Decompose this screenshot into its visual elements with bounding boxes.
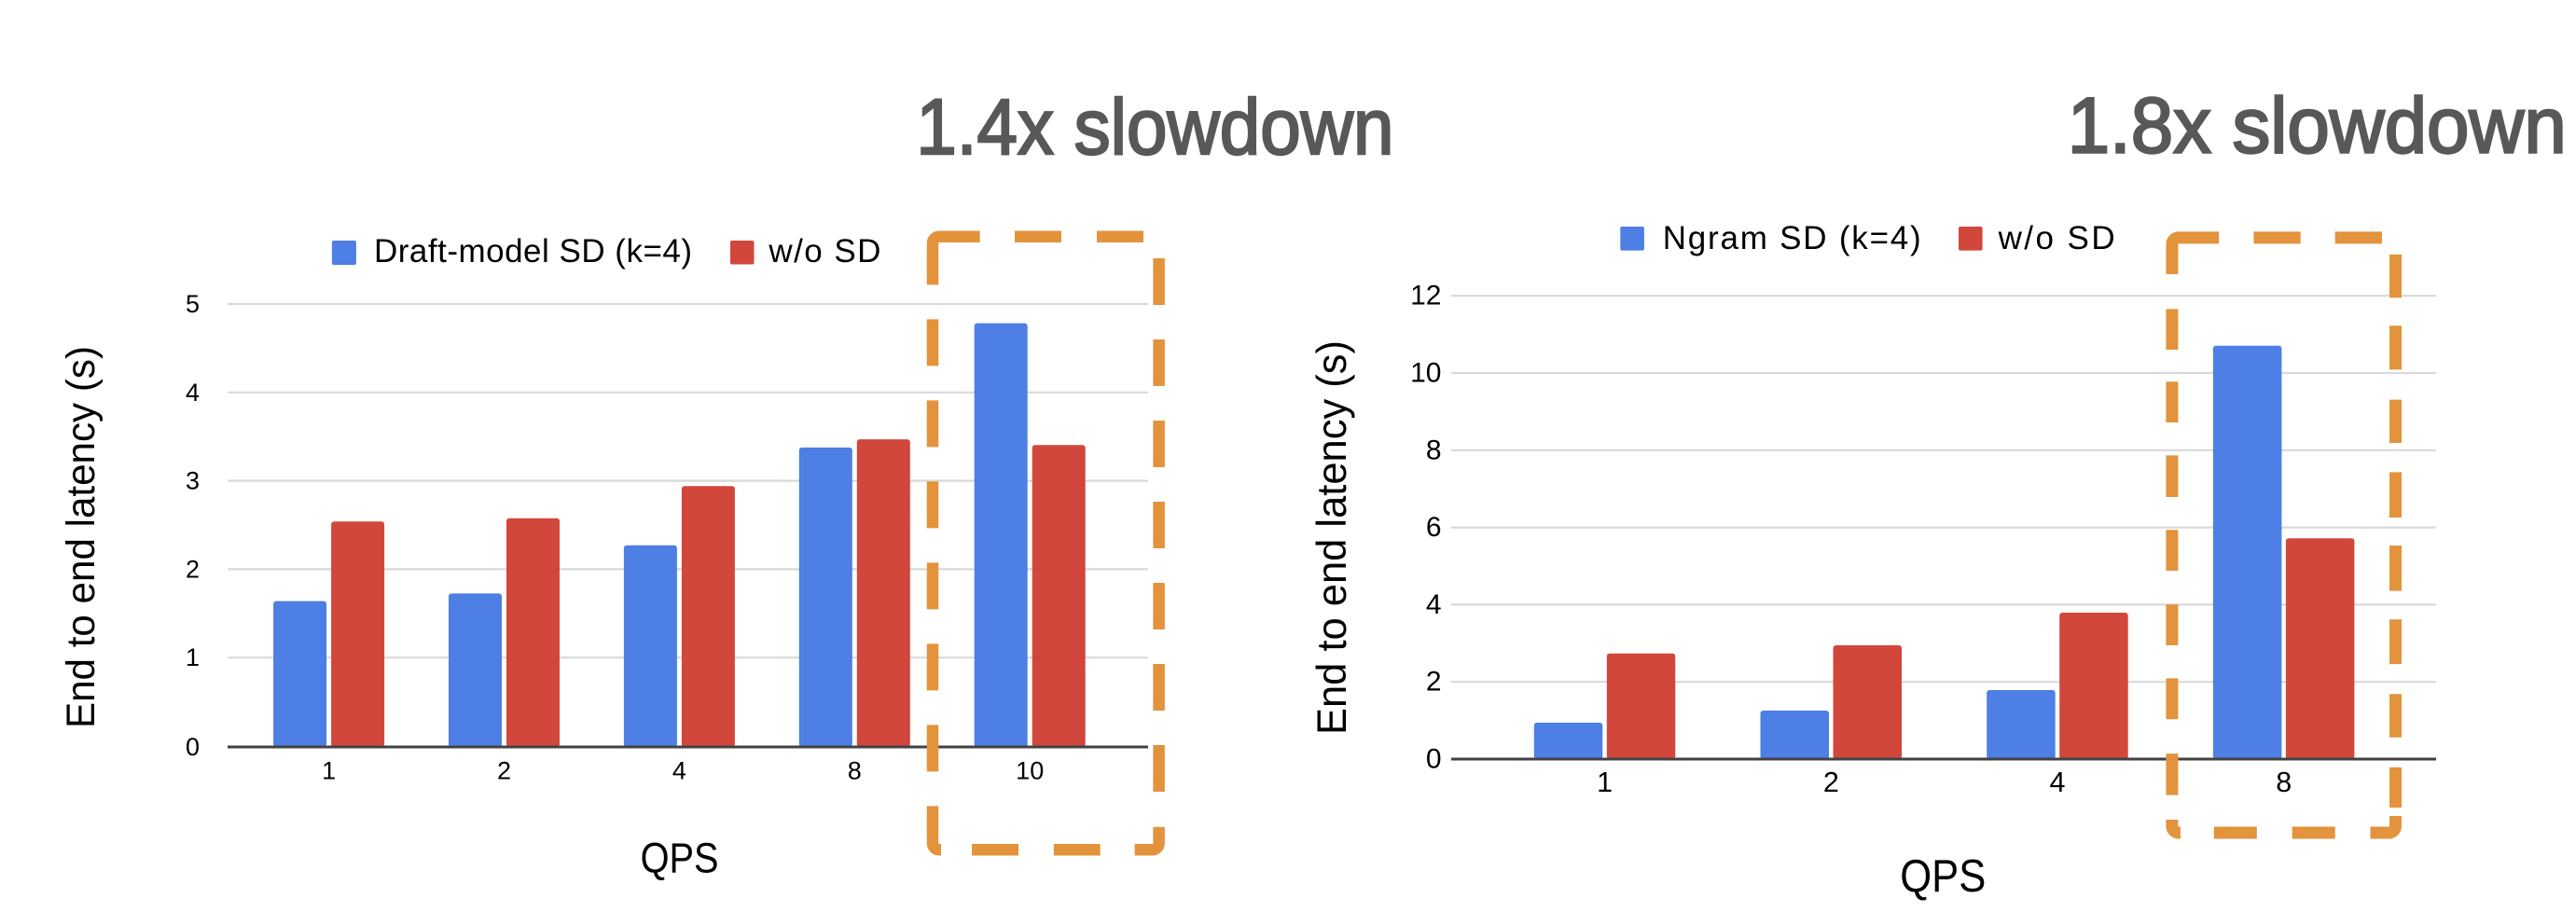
svg-text:10: 10: [1410, 358, 1441, 389]
svg-text:1: 1: [322, 757, 336, 785]
svg-text:Ngram SD (k=4): Ngram SD (k=4): [1663, 220, 1921, 256]
svg-text:4: 4: [672, 757, 686, 785]
svg-text:12: 12: [1410, 281, 1441, 311]
svg-text:1.4x slowdown: 1.4x slowdown: [916, 83, 1393, 171]
svg-text:6: 6: [1426, 512, 1442, 543]
svg-text:End to end latency (s): End to end latency (s): [59, 346, 104, 728]
svg-text:10: 10: [1016, 757, 1044, 785]
svg-text:0: 0: [1426, 744, 1442, 775]
svg-text:w/o SD: w/o SD: [768, 233, 880, 269]
svg-text:0: 0: [186, 733, 200, 761]
svg-text:QPS: QPS: [1900, 851, 1986, 902]
svg-text:8: 8: [2276, 767, 2292, 798]
svg-text:4: 4: [2050, 767, 2066, 798]
svg-text:End to end latency (s): End to end latency (s): [1309, 340, 1355, 735]
svg-text:4: 4: [186, 379, 200, 407]
svg-text:1: 1: [186, 643, 200, 671]
svg-text:QPS: QPS: [641, 835, 719, 882]
svg-text:1.8x slowdown: 1.8x slowdown: [2068, 82, 2567, 170]
svg-text:2: 2: [1823, 767, 1839, 798]
svg-text:4: 4: [1426, 589, 1442, 620]
svg-text:2: 2: [186, 555, 200, 583]
svg-text:8: 8: [1426, 435, 1442, 465]
svg-text:w/o SD: w/o SD: [1998, 220, 2115, 256]
svg-text:2: 2: [1426, 667, 1442, 698]
svg-text:8: 8: [848, 757, 862, 785]
svg-text:3: 3: [186, 467, 200, 495]
svg-text:Draft-model SD (k=4): Draft-model SD (k=4): [374, 233, 692, 269]
svg-text:5: 5: [186, 290, 200, 318]
svg-text:2: 2: [497, 757, 511, 785]
svg-text:1: 1: [1597, 767, 1613, 798]
